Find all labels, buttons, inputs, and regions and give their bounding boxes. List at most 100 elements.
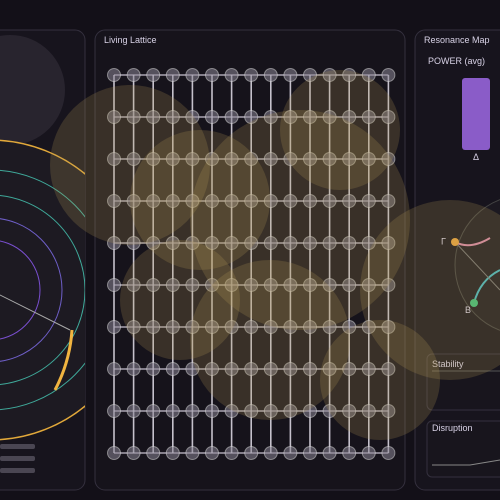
- lattice-node: [303, 362, 317, 376]
- lattice-node: [283, 320, 298, 334]
- lattice-node: [165, 446, 180, 460]
- lattice-node: [185, 446, 200, 460]
- lattice-node: [322, 236, 337, 250]
- glow: [360, 200, 500, 380]
- lattice-node: [224, 446, 239, 460]
- lattice-node: [263, 278, 278, 292]
- lattice-node: [244, 362, 259, 376]
- lattice-node: [107, 152, 121, 166]
- lattice-node: [381, 194, 396, 208]
- lattice-node: [283, 194, 298, 208]
- lattice-node: [165, 152, 180, 166]
- stability-card: [426, 353, 500, 411]
- lattice-node: [107, 194, 121, 208]
- lattice-node: [205, 236, 219, 250]
- lattice-node: [361, 362, 376, 376]
- network-ring: [454, 199, 500, 331]
- card-title: Stability: [432, 359, 464, 369]
- node[interactable]: [451, 238, 459, 246]
- glow: [0, 35, 65, 145]
- lattice-node: [283, 110, 298, 124]
- lattice-node: [381, 110, 396, 124]
- lattice-node: [146, 278, 161, 292]
- lattice-node: [263, 404, 278, 418]
- lattice-node: [205, 320, 219, 334]
- lattice-node: [185, 152, 200, 166]
- lattice-node: [361, 152, 376, 166]
- lattice-node: [107, 68, 121, 82]
- lattice-node: [322, 68, 337, 82]
- lattice-node: [303, 110, 317, 124]
- legend-line: [0, 444, 35, 449]
- lattice-node: [205, 278, 219, 292]
- lattice-node: [361, 278, 376, 292]
- lattice-node: [146, 68, 161, 82]
- lattice-node: [283, 68, 298, 82]
- legend-line: [0, 456, 35, 461]
- lattice-node: [263, 320, 278, 334]
- glow: [320, 320, 440, 440]
- lattice-node: [244, 152, 259, 166]
- panel-title: Resonance Map: [424, 35, 490, 45]
- lattice-node: [165, 320, 180, 334]
- lattice-node: [146, 446, 161, 460]
- lattice-node: [107, 362, 121, 376]
- lattice-node: [322, 194, 337, 208]
- lattice-node: [322, 320, 337, 334]
- lattice-node: [165, 68, 180, 82]
- lattice-node: [263, 362, 278, 376]
- lattice-node: [342, 362, 357, 376]
- lattice-node: [107, 320, 121, 334]
- power-bar: [462, 78, 490, 150]
- lattice-node: [185, 68, 200, 82]
- lattice-node: [107, 110, 121, 124]
- ring: [0, 217, 63, 363]
- lattice-node: [283, 404, 298, 418]
- lattice-node: [361, 236, 376, 250]
- lattice-node: [303, 278, 317, 292]
- lattice-node: [107, 236, 121, 250]
- power-label: POWER (avg): [428, 56, 485, 66]
- link: [454, 241, 500, 291]
- lattice-node: [165, 278, 180, 292]
- lattice-node: [342, 446, 357, 460]
- lattice-node: [381, 404, 396, 418]
- lattice-node: [224, 194, 239, 208]
- lattice-node: [224, 278, 239, 292]
- lattice-node: [361, 320, 376, 334]
- lattice-node: [381, 236, 396, 250]
- lattice-node: [224, 236, 239, 250]
- lattice-node: [381, 278, 396, 292]
- node-label: Γ: [441, 236, 446, 246]
- bar-label: Δ: [473, 152, 479, 162]
- lattice-node: [361, 68, 376, 82]
- lattice-node: [263, 194, 278, 208]
- lattice-node: [126, 68, 141, 82]
- lattice-node: [342, 278, 357, 292]
- lattice-node: [107, 278, 121, 292]
- glow: [50, 85, 210, 245]
- lattice-node: [342, 68, 357, 82]
- lattice-node: [303, 194, 317, 208]
- glow: [190, 110, 410, 330]
- lattice-node: [322, 404, 337, 418]
- glows: [50, 70, 500, 440]
- lattice-node: [146, 152, 161, 166]
- lattice-node: [126, 278, 141, 292]
- sparkline: [432, 459, 500, 466]
- lattice-node: [381, 320, 396, 334]
- lattice-node: [244, 236, 259, 250]
- lattice-node: [224, 68, 239, 82]
- legend-line: [0, 468, 35, 473]
- lattice-node: [381, 152, 396, 166]
- lattice-node: [303, 446, 317, 460]
- lattice-node: [322, 362, 337, 376]
- glow: [120, 240, 240, 360]
- lattice-node: [224, 110, 239, 124]
- lattice-node: [205, 152, 219, 166]
- lattice-node: [126, 152, 141, 166]
- lattice-node: [263, 110, 278, 124]
- lattice-node: [185, 404, 200, 418]
- lattice-node: [381, 446, 396, 460]
- node[interactable]: [470, 299, 478, 307]
